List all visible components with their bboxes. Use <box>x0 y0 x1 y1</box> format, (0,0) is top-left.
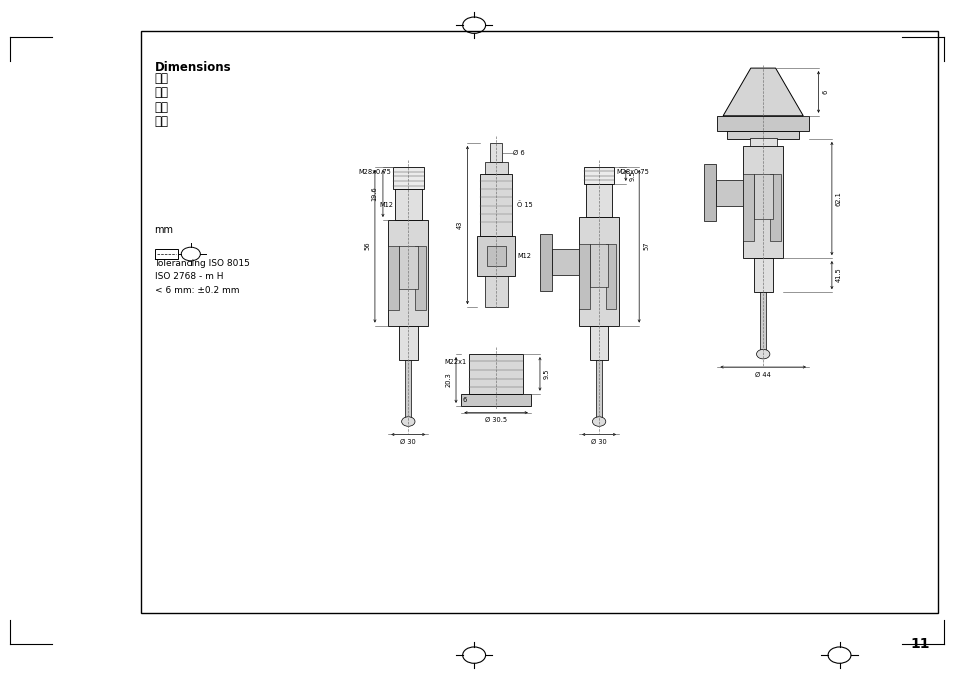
Text: 41.5: 41.5 <box>835 268 841 283</box>
Bar <box>583 167 614 184</box>
Text: Dimensions: Dimensions <box>154 61 231 74</box>
Bar <box>476 236 515 276</box>
Bar <box>589 326 608 360</box>
Bar <box>395 189 421 220</box>
Bar <box>578 244 589 309</box>
Bar <box>749 138 776 146</box>
Bar <box>486 246 505 266</box>
Bar <box>141 31 937 613</box>
Text: 20.3: 20.3 <box>445 373 451 387</box>
Text: Ø 6: Ø 6 <box>513 150 524 155</box>
Bar <box>753 258 772 292</box>
Circle shape <box>401 417 415 426</box>
Bar <box>405 360 411 417</box>
Bar <box>589 244 608 287</box>
Bar <box>753 174 772 219</box>
Text: 11: 11 <box>910 637 929 650</box>
Text: 寸法: 寸法 <box>154 72 169 85</box>
Text: Ø 30: Ø 30 <box>591 439 606 445</box>
Bar <box>596 360 601 417</box>
Text: 57: 57 <box>642 242 648 251</box>
Bar <box>490 143 501 162</box>
Bar <box>398 247 417 289</box>
Text: 규격: 규격 <box>154 115 169 128</box>
Bar <box>388 220 428 326</box>
Bar <box>479 174 512 236</box>
Text: 9.5: 9.5 <box>629 170 635 180</box>
Bar <box>415 247 425 310</box>
Bar <box>393 167 423 189</box>
Bar <box>469 354 522 394</box>
Text: 尺寸: 尺寸 <box>154 86 169 99</box>
Text: < 6 mm: ±0.2 mm: < 6 mm: ±0.2 mm <box>154 286 239 295</box>
Text: ISO 2768 - m H: ISO 2768 - m H <box>154 272 223 281</box>
Text: Tolerancing ISO 8015: Tolerancing ISO 8015 <box>154 259 250 268</box>
Bar <box>716 180 742 206</box>
Text: M12: M12 <box>379 202 394 208</box>
Bar <box>726 131 799 139</box>
Text: M28x0.75: M28x0.75 <box>357 170 391 175</box>
Text: M22x1: M22x1 <box>444 360 466 365</box>
Text: M12: M12 <box>517 253 531 259</box>
Text: 43: 43 <box>456 221 462 229</box>
Text: Ø 30: Ø 30 <box>400 439 416 445</box>
Text: 19.6: 19.6 <box>371 186 376 201</box>
Bar <box>484 276 507 307</box>
Text: 6: 6 <box>821 90 827 94</box>
Bar <box>539 234 552 291</box>
Bar <box>154 249 178 259</box>
Bar <box>703 165 716 221</box>
Text: Ø 44: Ø 44 <box>755 372 770 378</box>
Text: mm: mm <box>154 225 173 235</box>
Text: 尺寸: 尺寸 <box>154 101 169 114</box>
Text: Õ 15: Õ 15 <box>517 202 533 208</box>
Bar <box>578 217 618 326</box>
Bar <box>484 162 507 174</box>
Text: 56: 56 <box>364 242 370 251</box>
Circle shape <box>756 349 769 359</box>
Bar <box>769 174 780 241</box>
Text: Ø 30.5: Ø 30.5 <box>484 417 507 423</box>
Bar <box>760 292 765 350</box>
Polygon shape <box>722 68 802 116</box>
Bar <box>461 394 530 406</box>
Circle shape <box>592 417 605 426</box>
Bar <box>552 249 578 275</box>
Bar <box>585 184 612 217</box>
Bar <box>605 244 616 309</box>
Text: M28x0.75: M28x0.75 <box>616 170 649 175</box>
Bar <box>388 247 398 310</box>
Bar <box>742 174 753 241</box>
Text: 62.1: 62.1 <box>835 191 841 206</box>
Text: 6: 6 <box>462 397 466 402</box>
Text: 9.5: 9.5 <box>543 368 549 379</box>
Bar <box>398 326 417 360</box>
Bar <box>742 146 782 258</box>
Bar <box>717 116 808 131</box>
